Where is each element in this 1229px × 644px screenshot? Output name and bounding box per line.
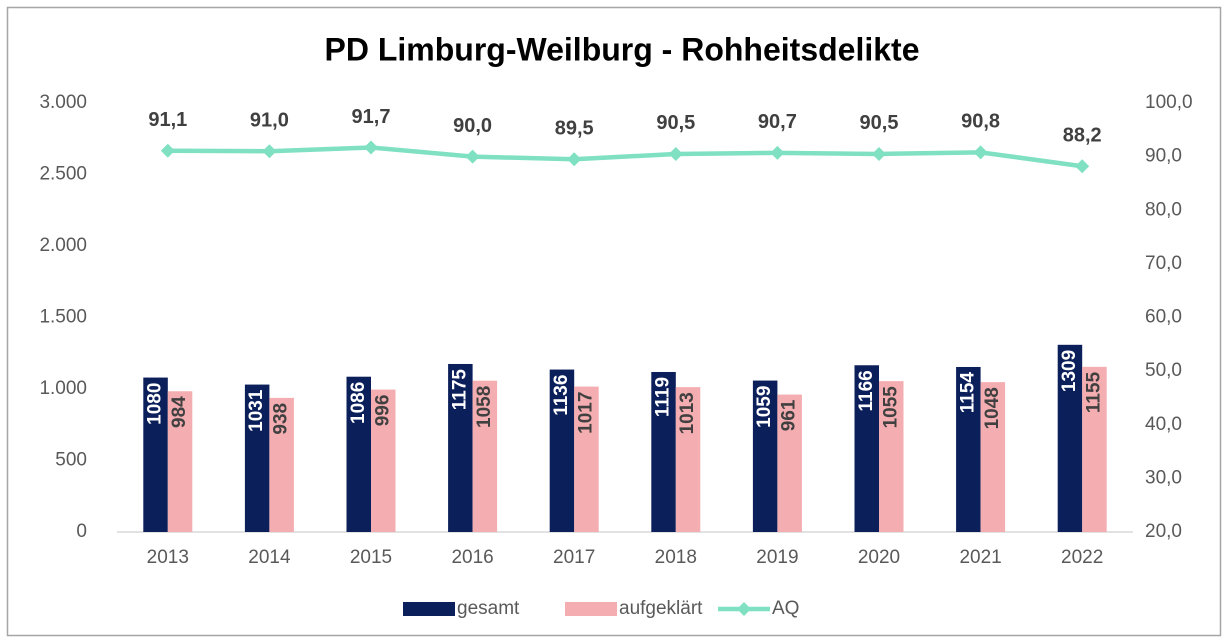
bar-value-label: 1119 xyxy=(653,377,674,417)
bar xyxy=(980,382,1006,532)
bar xyxy=(448,363,473,532)
y2-tick-label: 50,0 xyxy=(1145,360,1182,381)
bar xyxy=(1057,344,1083,532)
y2-tick-label: 80,0 xyxy=(1145,199,1182,220)
x-tick-label: 2015 xyxy=(350,547,392,568)
bar xyxy=(143,377,168,532)
line xyxy=(167,145,1083,169)
x-tick-label: 2021 xyxy=(959,547,1001,568)
line-value-label: 90,5 xyxy=(656,112,695,134)
line-marker xyxy=(872,146,886,161)
legend-label: gesamt xyxy=(457,598,520,619)
bar-value-label: 1086 xyxy=(348,382,369,424)
bar-value-label: 1048 xyxy=(982,387,1003,429)
line-marker xyxy=(567,152,582,167)
bar-value-label: 1031 xyxy=(246,389,267,432)
bar-value-label: 996 xyxy=(372,395,393,427)
bar xyxy=(549,369,575,532)
line-marker xyxy=(1075,159,1090,174)
y-tick-label: 3.000 xyxy=(39,92,87,113)
bar xyxy=(675,387,701,532)
line-marker xyxy=(668,146,683,161)
x-tick-label: 2017 xyxy=(553,547,595,568)
x-tick-label: 2020 xyxy=(858,547,900,568)
legend-label: AQ xyxy=(772,598,799,619)
y2-tick-label: 70,0 xyxy=(1145,253,1182,274)
bar xyxy=(244,384,270,532)
line-marker xyxy=(160,143,175,158)
chart-title: PD Limburg-Weilburg - Rohheitsdelikte xyxy=(325,31,920,67)
bar-value-label: 984 xyxy=(169,396,190,428)
x-tick-label: 2018 xyxy=(655,547,697,568)
bar xyxy=(346,376,371,532)
x-tick-label: 2016 xyxy=(451,547,493,568)
y2-tick-label: 90,0 xyxy=(1145,146,1182,167)
bar xyxy=(854,365,879,532)
legend-swatch xyxy=(565,602,617,616)
bar-value-label: 1154 xyxy=(957,372,978,414)
line-value-label: 90,8 xyxy=(961,111,1000,133)
bar-value-label: 1136 xyxy=(551,375,572,416)
line-value-label: 90,5 xyxy=(860,112,899,134)
bar-value-label: 1017 xyxy=(575,392,596,434)
bar-value-label: 1166 xyxy=(856,370,877,411)
bar xyxy=(879,381,904,532)
y-tick-label: 2.000 xyxy=(39,235,87,256)
y2-tick-label: 30,0 xyxy=(1145,467,1182,488)
legend-label: aufgeklärt xyxy=(619,598,703,619)
line-marker xyxy=(364,140,378,155)
bar xyxy=(269,397,294,532)
x-tick-label: 2014 xyxy=(248,547,291,568)
bar xyxy=(472,380,498,532)
bar-value-label: 1080 xyxy=(145,383,166,425)
bar-value-label: 1175 xyxy=(449,369,470,411)
line-marker xyxy=(465,149,480,164)
y-tick-label: 0 xyxy=(76,521,87,542)
bar-value-label: 1059 xyxy=(754,386,775,428)
bar-value-label: 1309 xyxy=(1059,350,1080,392)
line-value-label: 91,0 xyxy=(250,110,289,132)
y2-tick-label: 40,0 xyxy=(1145,414,1182,435)
line-value-label: 90,7 xyxy=(758,111,797,133)
line-value-label: 89,5 xyxy=(555,118,594,140)
y-tick-label: 1.500 xyxy=(39,307,87,328)
line-value-label: 91,7 xyxy=(352,106,391,128)
bar-value-label: 1155 xyxy=(1083,371,1104,413)
bar xyxy=(371,389,396,532)
bar xyxy=(651,371,676,532)
legend-swatch xyxy=(737,602,751,616)
bar xyxy=(1082,366,1107,532)
bar xyxy=(167,391,193,532)
bar xyxy=(956,366,981,532)
line-value-label: 88,2 xyxy=(1063,125,1102,147)
y2-tick-label: 20,0 xyxy=(1145,521,1182,542)
bar-value-label: 938 xyxy=(271,403,292,435)
x-tick-label: 2022 xyxy=(1061,547,1103,568)
y2-tick-label: 60,0 xyxy=(1145,307,1182,328)
y-tick-label: 500 xyxy=(55,450,87,471)
bar xyxy=(777,394,802,532)
chart-border xyxy=(6,6,1222,637)
legend-swatch xyxy=(403,602,455,616)
line-marker xyxy=(973,145,988,160)
x-tick-label: 2019 xyxy=(756,547,798,568)
y2-tick-label: 100,0 xyxy=(1145,92,1193,113)
y-tick-label: 1.000 xyxy=(39,378,87,399)
y-tick-label: 2.500 xyxy=(39,164,87,185)
bar xyxy=(752,380,778,532)
line-marker xyxy=(770,145,785,160)
bar-value-label: 1013 xyxy=(677,392,698,434)
line-marker xyxy=(262,144,277,159)
line-value-label: 91,1 xyxy=(148,109,187,131)
bar-value-label: 1058 xyxy=(474,386,495,428)
x-tick-label: 2013 xyxy=(147,547,189,568)
bar xyxy=(574,386,599,532)
line-value-label: 90,0 xyxy=(453,115,492,137)
bar-value-label: 1055 xyxy=(880,386,901,429)
bar-value-label: 961 xyxy=(779,399,800,431)
